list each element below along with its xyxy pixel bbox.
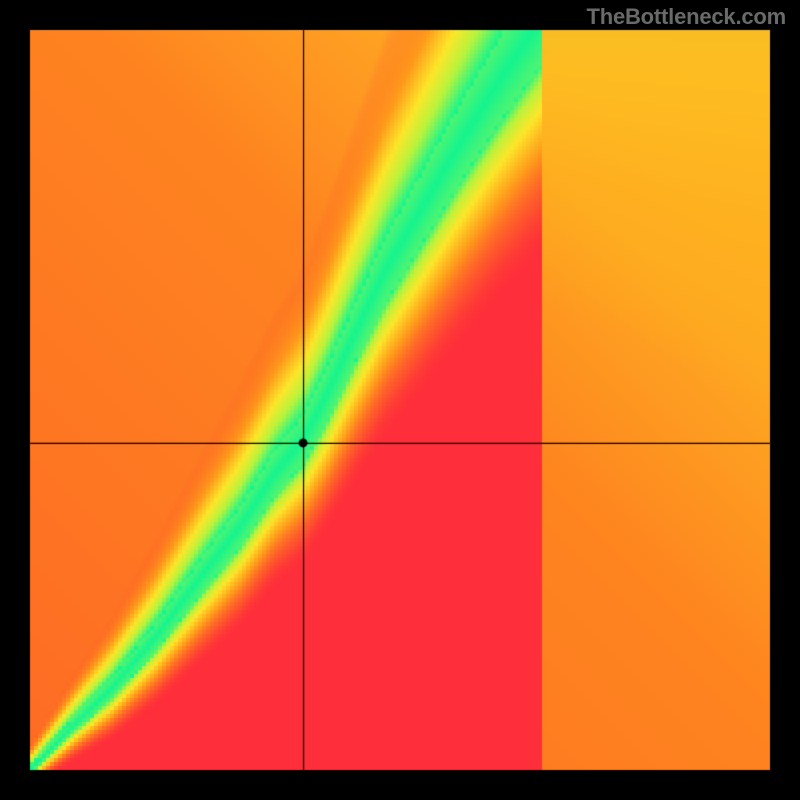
bottleneck-heatmap-container: TheBottleneck.com [0, 0, 800, 800]
overlay-canvas [0, 0, 800, 800]
watermark-text: TheBottleneck.com [586, 4, 786, 30]
